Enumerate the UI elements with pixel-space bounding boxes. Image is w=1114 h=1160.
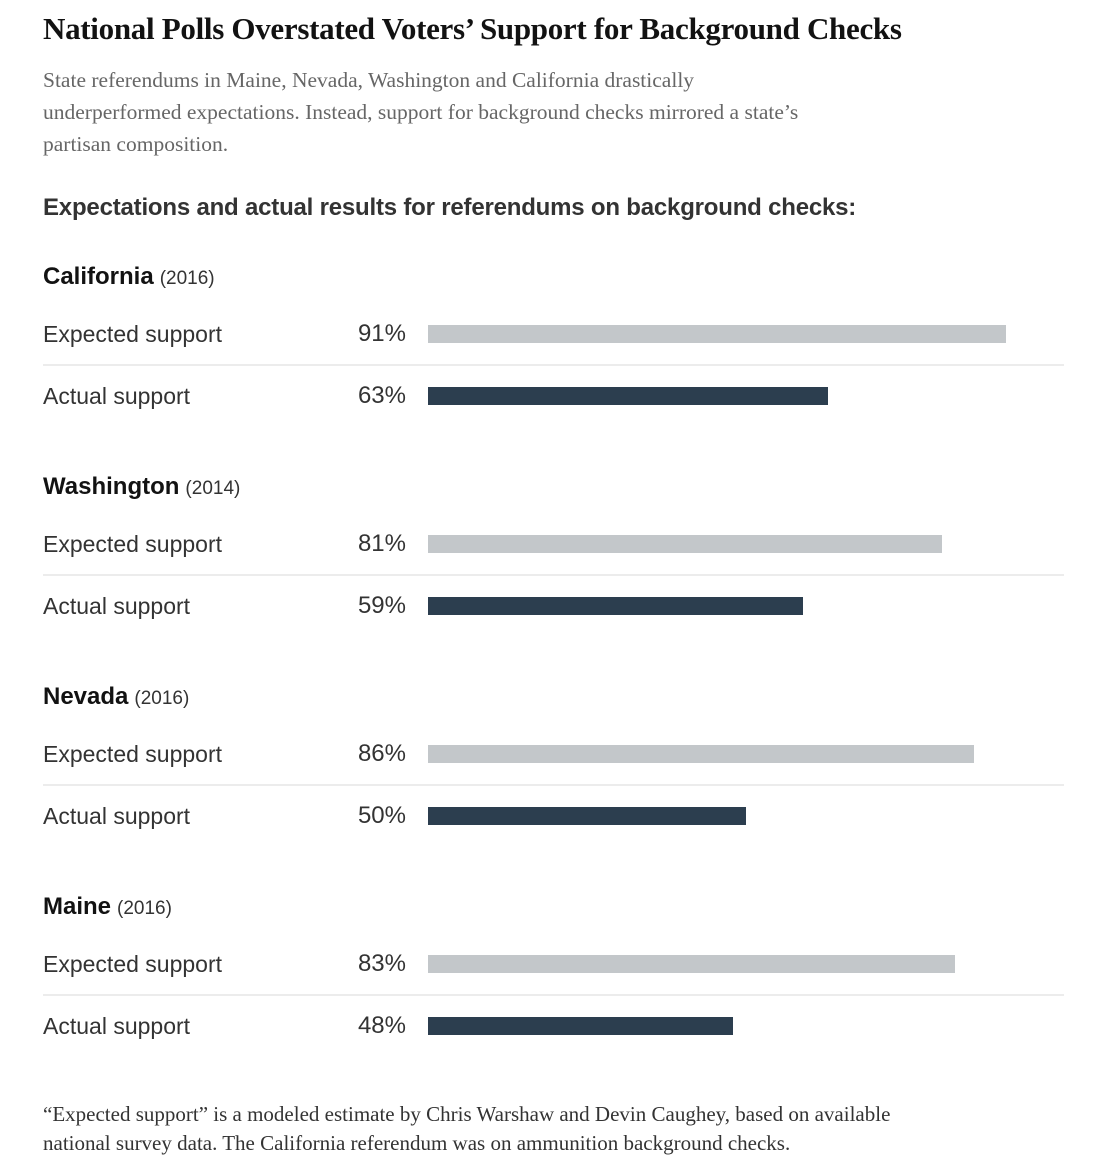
row-label-actual: Actual support <box>43 592 191 619</box>
bar-track <box>428 745 1063 763</box>
state-section: Washington (2014) Expected support 81% Ac… <box>43 472 1064 636</box>
expected-value: 86% <box>357 740 406 767</box>
state-year: (2016) <box>117 898 172 919</box>
actual-support-bar <box>428 807 746 825</box>
state-name: Nevada <box>43 683 129 710</box>
expected-value: 81% <box>357 530 406 557</box>
expected-support-row: Expected support 86% <box>43 724 1064 786</box>
actual-value: 50% <box>357 802 406 829</box>
actual-value: 63% <box>357 382 406 409</box>
chart-footnote: “Expected support” is a modeled estimate… <box>43 1102 891 1155</box>
actual-support-row: Actual support 63% <box>43 366 1064 426</box>
state-heading: Washington (2014) <box>43 472 1064 504</box>
row-label-actual: Actual support <box>43 1012 191 1039</box>
bar-track <box>428 535 1063 553</box>
actual-support-row: Actual support 48% <box>43 996 1064 1056</box>
actual-support-row: Actual support 50% <box>43 786 1064 846</box>
expected-support-row: Expected support 91% <box>43 304 1064 366</box>
state-heading: Nevada (2016) <box>43 682 1064 714</box>
chart-subhead: Expectations and actual results for refe… <box>43 194 857 221</box>
bar-track <box>428 1017 1063 1035</box>
actual-support-row: Actual support 59% <box>43 576 1064 636</box>
expected-support-row: Expected support 81% <box>43 514 1064 576</box>
state-heading: California (2016) <box>43 262 1064 294</box>
state-rows: Expected support 91% Actual support 63% <box>43 304 1064 426</box>
bar-track <box>428 807 1063 825</box>
state-section: Maine (2016) Expected support 83% Actual … <box>43 892 1064 1056</box>
state-rows: Expected support 81% Actual support 59% <box>43 514 1064 636</box>
actual-support-bar <box>428 597 803 615</box>
state-section: California (2016) Expected support 91% Ac… <box>43 262 1064 426</box>
state-name: Washington <box>43 473 180 500</box>
actual-support-bar <box>428 387 829 405</box>
row-label-actual: Actual support <box>43 802 191 829</box>
state-year: (2014) <box>185 478 241 499</box>
row-label-actual: Actual support <box>43 382 191 409</box>
state-heading: Maine (2016) <box>43 892 1064 924</box>
state-year: (2016) <box>159 268 215 289</box>
page-title: National Polls Overstated Voters’ Suppor… <box>43 11 902 46</box>
state-name: California <box>43 263 154 290</box>
expected-support-bar <box>428 535 943 553</box>
actual-value: 48% <box>357 1012 406 1039</box>
row-label-expected: Expected support <box>43 320 223 347</box>
bar-track <box>428 325 1063 343</box>
row-label-expected: Expected support <box>43 740 223 767</box>
expected-support-bar <box>428 325 1006 343</box>
state-name: Maine <box>43 893 112 920</box>
expected-value: 83% <box>357 950 406 977</box>
expected-support-row: Expected support 83% <box>43 934 1064 996</box>
chart-sections: California (2016) Expected support 91% Ac… <box>43 262 1064 1056</box>
bar-track <box>428 387 1063 405</box>
row-label-expected: Expected support <box>43 950 223 977</box>
state-section: Nevada (2016) Expected support 86% Actual… <box>43 682 1064 846</box>
page-subtitle: State referendums in Maine, Nevada, Wash… <box>43 68 799 156</box>
row-label-expected: Expected support <box>43 530 223 557</box>
expected-support-bar <box>428 955 956 973</box>
actual-support-bar <box>428 1017 733 1035</box>
state-year: (2016) <box>134 688 190 709</box>
expected-value: 91% <box>357 320 406 347</box>
actual-value: 59% <box>357 592 406 619</box>
state-rows: Expected support 83% Actual support 48% <box>43 934 1064 1056</box>
expected-support-bar <box>428 745 975 763</box>
bar-track <box>428 955 1063 973</box>
state-rows: Expected support 86% Actual support 50% <box>43 724 1064 846</box>
bar-track <box>428 597 1063 615</box>
